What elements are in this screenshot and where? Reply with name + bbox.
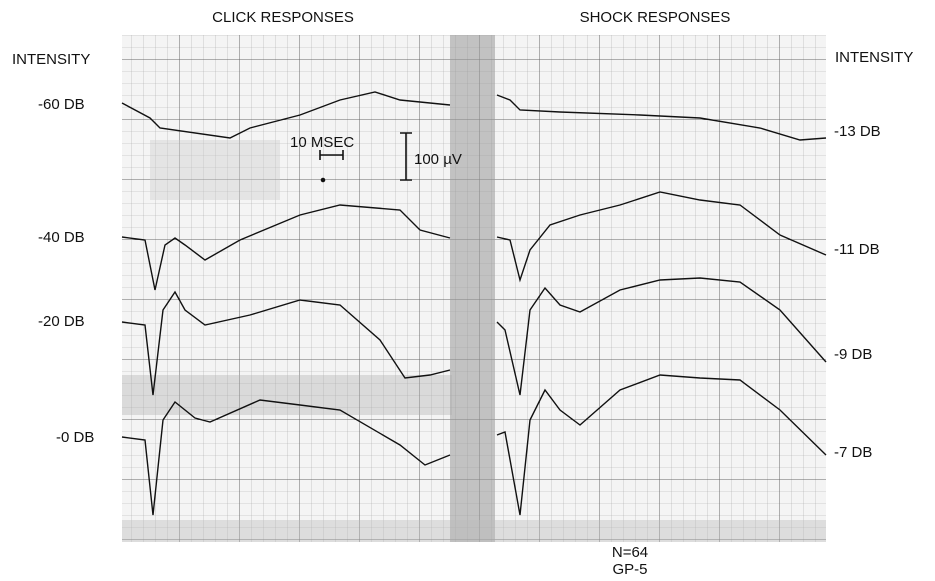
time-scale-label: 10 MSEC: [290, 134, 354, 151]
trace-label: -0 DB: [56, 429, 94, 446]
voltage-scale-label: 100 µV: [414, 151, 462, 168]
trace-label: -13 DB: [834, 123, 881, 140]
waveforms: [121, 91, 827, 516]
scale-bars: [319, 132, 412, 183]
axis-label: INTENSITY: [12, 51, 90, 68]
trace-label: -60 DB: [38, 96, 85, 113]
panel-title: CLICK RESPONSES: [212, 9, 354, 26]
footer: N=64: [612, 544, 648, 561]
trace-label: -11 DB: [834, 241, 880, 258]
trace-label: -40 DB: [38, 229, 85, 246]
trace-label: -7 DB: [834, 444, 872, 461]
panel-title: SHOCK RESPONSES: [580, 9, 731, 26]
trace-label: -20 DB: [38, 313, 85, 330]
trace-label: -9 DB: [834, 346, 872, 363]
footer: GP-5: [612, 561, 647, 578]
graph-paper: [122, 35, 826, 542]
axis-label: INTENSITY: [835, 49, 913, 66]
